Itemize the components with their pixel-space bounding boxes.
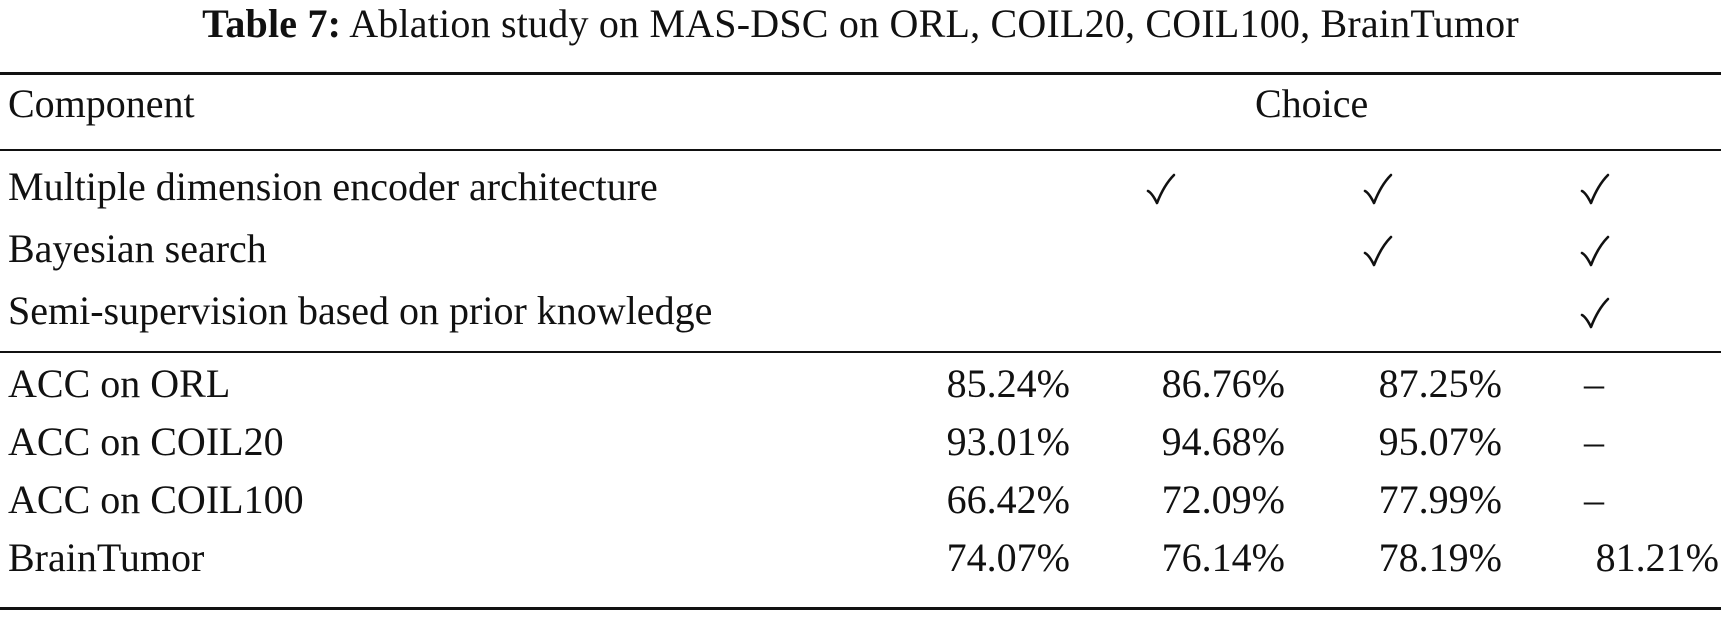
result-name: BrainTumor	[8, 535, 205, 580]
check-mark-icon	[1574, 231, 1614, 271]
check-mark-icon	[1357, 231, 1397, 271]
component-name: Semi-supervision based on prior knowledg…	[8, 288, 713, 333]
result-value: 95.07%	[1378, 419, 1502, 464]
mid-rule	[0, 351, 1721, 353]
result-value: 85.24%	[946, 361, 1070, 406]
result-value: 76.14%	[1161, 535, 1285, 580]
result-value: 78.19%	[1378, 535, 1502, 580]
result-name: ACC on ORL	[8, 361, 231, 406]
result-value: 77.99%	[1378, 477, 1502, 522]
result-value: –	[1584, 361, 1604, 406]
result-name: ACC on COIL20	[8, 419, 284, 464]
result-value: 86.76%	[1161, 361, 1285, 406]
table-title: Ablation study on MAS-DSC on ORL, COIL20…	[349, 1, 1519, 46]
header-choice: Choice	[1255, 81, 1369, 126]
component-name: Multiple dimension encoder architecture	[8, 164, 658, 209]
check-mark-icon	[1140, 169, 1180, 209]
table-caption: Table 7: Ablation study on MAS-DSC on OR…	[0, 0, 1721, 48]
component-name: Bayesian search	[8, 226, 267, 271]
top-rule	[0, 72, 1721, 75]
result-value: 72.09%	[1161, 477, 1285, 522]
result-value: –	[1584, 419, 1604, 464]
result-value: 87.25%	[1378, 361, 1502, 406]
result-value: 66.42%	[946, 477, 1070, 522]
check-mark-icon	[1574, 169, 1614, 209]
result-name: ACC on COIL100	[8, 477, 304, 522]
header-component: Component	[8, 81, 195, 126]
header-rule	[0, 149, 1721, 151]
result-value: –	[1584, 477, 1604, 522]
result-value: 74.07%	[946, 535, 1070, 580]
result-value: 93.01%	[946, 419, 1070, 464]
table-label: Table 7:	[202, 1, 342, 46]
check-mark-icon	[1357, 169, 1397, 209]
check-mark-icon	[1574, 293, 1614, 333]
bottom-rule	[0, 607, 1721, 610]
result-value: 94.68%	[1161, 419, 1285, 464]
result-value: 81.21%	[1595, 535, 1719, 580]
